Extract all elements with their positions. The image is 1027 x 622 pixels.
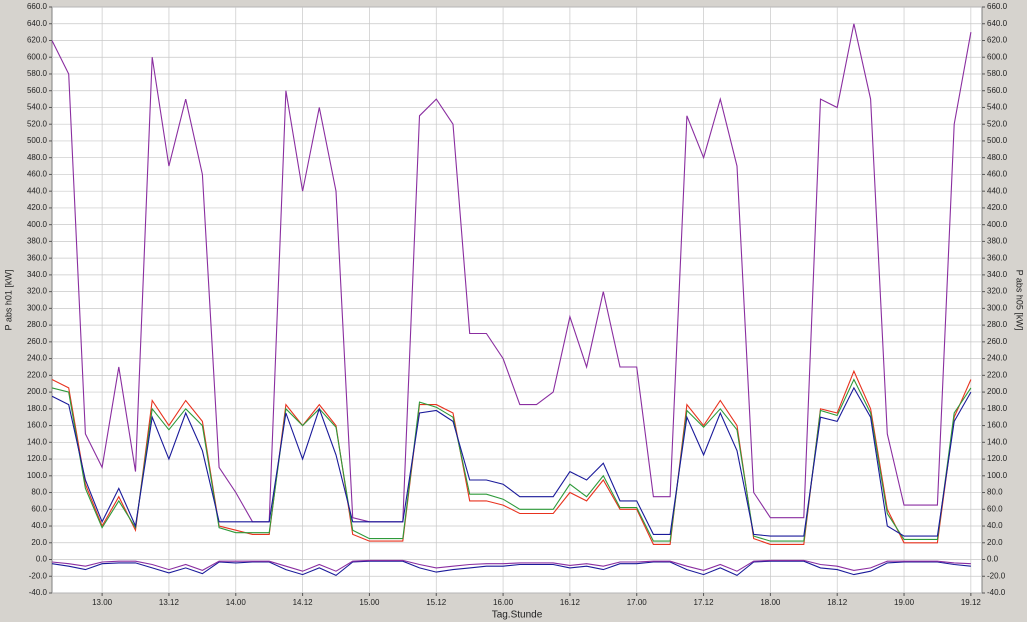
y2-tick-label: 660.0: [987, 2, 1008, 11]
x-tick-label: 13.00: [92, 598, 113, 607]
y-tick-label: 200.0: [27, 387, 48, 396]
y-tick-label: 360.0: [27, 253, 48, 262]
y-tick-label: 380.0: [27, 237, 48, 246]
y2-tick-label: 560.0: [987, 86, 1008, 95]
series-line: [52, 560, 971, 577]
y2-tick-label: 260.0: [987, 337, 1008, 346]
y-tick-label: 320.0: [27, 287, 48, 296]
y2-tick-label: 180.0: [987, 404, 1008, 413]
y2-tick-label: 580.0: [987, 69, 1008, 78]
x-axis-label: Tag.Stunde: [492, 610, 543, 621]
y-tick-label: 20.0: [31, 538, 47, 547]
y2-tick-label: 220.0: [987, 370, 1008, 379]
y-tick-label: 160.0: [27, 421, 48, 430]
y-tick-label: 460.0: [27, 170, 48, 179]
x-tick-label: 17.00: [627, 598, 648, 607]
y2-tick-label: 100.0: [987, 471, 1008, 480]
y2-tick-label: 540.0: [987, 103, 1008, 112]
series-group: [52, 23, 972, 577]
y2-tick-label: 60.0: [987, 504, 1003, 513]
plot-area: [51, 6, 983, 594]
x-tick-label: 15.12: [426, 598, 447, 607]
x-tick-label: 15.00: [359, 598, 380, 607]
x-tick-label: 16.00: [493, 598, 514, 607]
y2-tick-label: 400.0: [987, 220, 1008, 229]
y2-tick-label: 360.0: [987, 253, 1008, 262]
y-tick-label: 60.0: [31, 504, 47, 513]
y-tick-label: 220.0: [27, 370, 48, 379]
y2-tick-label: 240.0: [987, 354, 1008, 363]
series-line: [52, 386, 972, 537]
y-tick-label: 280.0: [27, 320, 48, 329]
y-tick-label: 520.0: [27, 119, 48, 128]
y-tick-label: 600.0: [27, 52, 48, 61]
y2-tick-label: 420.0: [987, 203, 1008, 212]
y2-tick-label: 40.0: [987, 521, 1003, 530]
y-tick-label: 80.0: [31, 488, 47, 497]
x-tick-label: 19.12: [961, 598, 982, 607]
y2-tick-label: 300.0: [987, 303, 1008, 312]
y-tick-label: 440.0: [27, 186, 48, 195]
y2-tick-label: 20.0: [987, 538, 1003, 547]
y-tick-label: 660.0: [27, 2, 48, 11]
y2-tick-label: 640.0: [987, 19, 1008, 28]
x-tick-label: 17.12: [694, 598, 715, 607]
y2-tick-label: 600.0: [987, 52, 1008, 61]
y-tick-label: 580.0: [27, 69, 48, 78]
x-tick-label: 18.00: [760, 598, 781, 607]
y-tick-label: 480.0: [27, 153, 48, 162]
y2-tick-label: 0.0: [987, 555, 999, 564]
y-tick-label: 620.0: [27, 36, 48, 45]
y-tick-label: 100.0: [27, 471, 48, 480]
y2-tick-label: 620.0: [987, 36, 1008, 45]
x-tick-label: 19.00: [894, 598, 915, 607]
y2-tick-label: -40.0: [987, 588, 1006, 597]
y-tick-label: 400.0: [27, 220, 48, 229]
series-line: [52, 378, 972, 542]
y2-axis-label: P abs h05 [kW]: [1015, 270, 1025, 331]
y-tick-label: 560.0: [27, 86, 48, 95]
y-tick-label: 240.0: [27, 354, 48, 363]
y2-tick-label: 140.0: [987, 437, 1008, 446]
y-tick-label: 140.0: [27, 437, 48, 446]
y2-tick-label: 280.0: [987, 320, 1008, 329]
x-tick-label: 18.12: [827, 598, 848, 607]
y2-tick-label: 80.0: [987, 488, 1003, 497]
y2-tick-label: 120.0: [987, 454, 1008, 463]
y-tick-label: 300.0: [27, 303, 48, 312]
y2-tick-label: 460.0: [987, 170, 1008, 179]
y-tick-label: -40.0: [29, 588, 48, 597]
y-tick-label: 120.0: [27, 454, 48, 463]
y-tick-label: 500.0: [27, 136, 48, 145]
y-tick-label: 40.0: [31, 521, 47, 530]
y2-tick-label: -20.0: [987, 571, 1006, 580]
series-line: [52, 559, 971, 572]
x-tick-label: 16.12: [560, 598, 581, 607]
y-tick-label: 260.0: [27, 337, 48, 346]
y-tick-label: 0.0: [36, 555, 48, 564]
y2-tick-label: 380.0: [987, 237, 1008, 246]
y2-tick-label: 480.0: [987, 153, 1008, 162]
y2-tick-label: 520.0: [987, 119, 1008, 128]
x-tick-label: 13.12: [159, 598, 180, 607]
y2-tick-label: 320.0: [987, 287, 1008, 296]
y-tick-label: 340.0: [27, 270, 48, 279]
x-tick-label: 14.12: [293, 598, 314, 607]
y-tick-label: 640.0: [27, 19, 48, 28]
y-tick-label: 180.0: [27, 404, 48, 413]
y-tick-label: -20.0: [29, 571, 48, 580]
x-tick-label: 14.00: [226, 598, 247, 607]
y2-tick-label: 500.0: [987, 136, 1008, 145]
y2-tick-label: 440.0: [987, 186, 1008, 195]
y2-tick-label: 160.0: [987, 421, 1008, 430]
y-tick-label: 420.0: [27, 203, 48, 212]
series-line: [52, 23, 972, 523]
y-axis-label: P abs h01 [kW]: [3, 270, 13, 331]
y-tick-label: 540.0: [27, 103, 48, 112]
y2-tick-label: 200.0: [987, 387, 1008, 396]
y2-tick-label: 340.0: [987, 270, 1008, 279]
